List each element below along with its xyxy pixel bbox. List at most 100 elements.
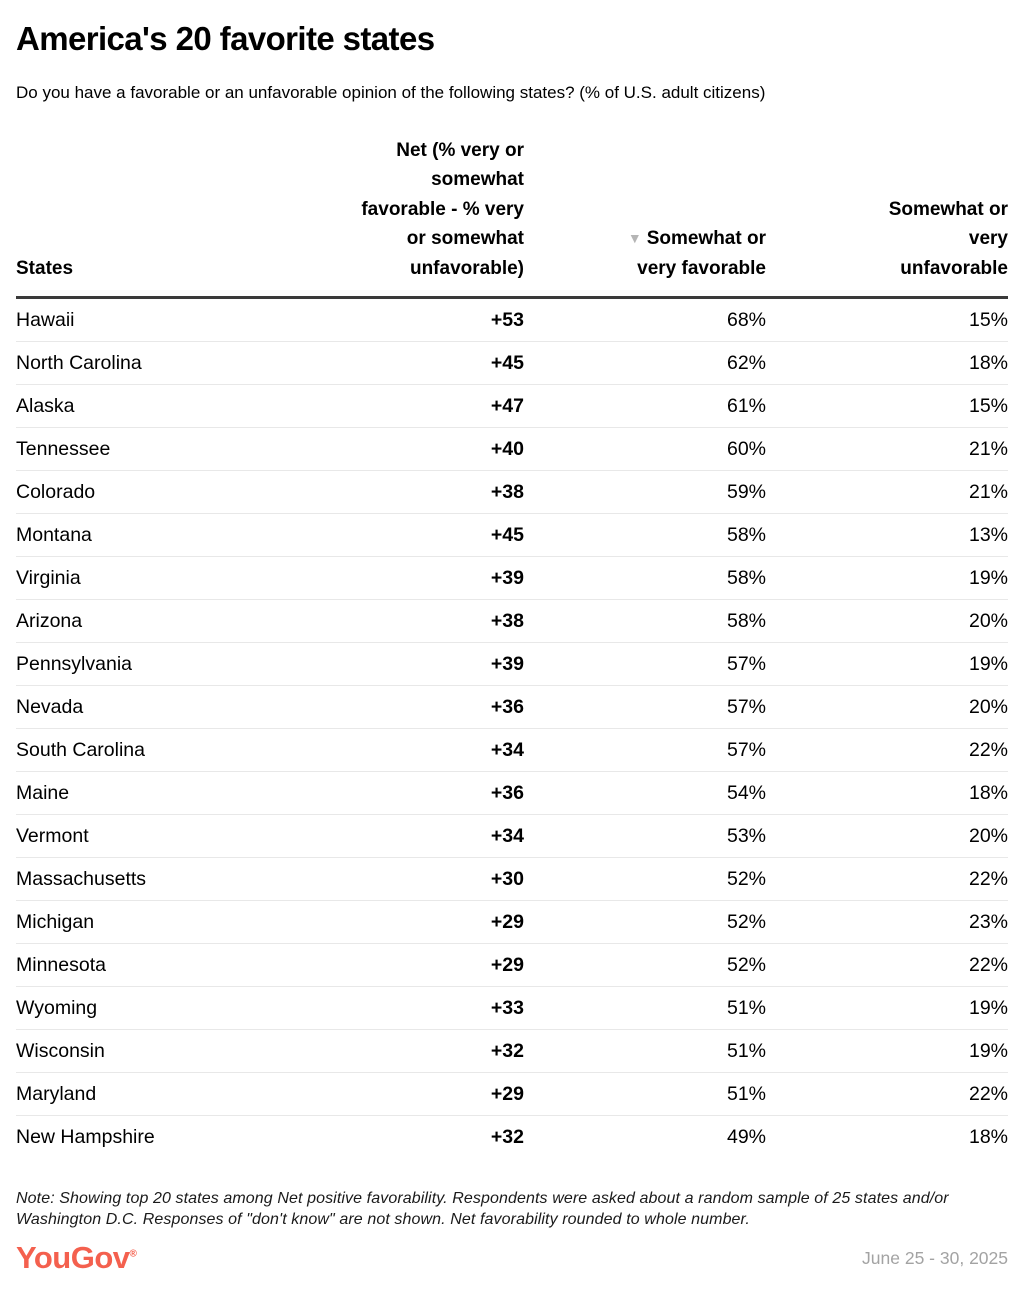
yougov-logo-text: YouGov xyxy=(16,1240,130,1276)
table-row: Colorado +38 59% 21% xyxy=(16,470,1008,514)
column-header-unfavorable[interactable]: Somewhat or very unfavorable xyxy=(766,136,1008,298)
column-header-unfavorable-label: Somewhat or very unfavorable xyxy=(888,198,1008,279)
footnote: Note: Showing top 20 states among Net po… xyxy=(16,1190,949,1229)
net-favorability-cell: +34 xyxy=(286,728,524,772)
unfavorable-percent-cell: 21% xyxy=(766,427,1008,471)
net-favorability-cell: +38 xyxy=(286,470,524,514)
page-subtitle: Do you have a favorable or an unfavorabl… xyxy=(16,82,766,102)
state-name-cell: Minnesota xyxy=(16,943,286,987)
state-name-cell: Nevada xyxy=(16,685,286,729)
net-favorability-cell: +39 xyxy=(286,642,524,686)
state-name-cell: Michigan xyxy=(16,900,286,944)
unfavorable-percent-cell: 18% xyxy=(766,771,1008,815)
table-row: Wisconsin +32 51% 19% xyxy=(16,1029,1008,1073)
favorable-percent-cell: 53% xyxy=(524,814,766,858)
unfavorable-percent-cell: 22% xyxy=(766,1072,1008,1116)
unfavorable-percent-cell: 20% xyxy=(766,599,1008,643)
favorability-table: States Net (% very or somewhat favorable… xyxy=(16,136,1008,1159)
table-row: Montana +45 58% 13% xyxy=(16,513,1008,557)
net-favorability-cell: +36 xyxy=(286,771,524,815)
favorable-percent-cell: 51% xyxy=(524,1072,766,1116)
net-favorability-cell: +40 xyxy=(286,427,524,471)
net-favorability-cell: +30 xyxy=(286,857,524,901)
unfavorable-percent-cell: 22% xyxy=(766,728,1008,772)
state-name-cell: Arizona xyxy=(16,599,286,643)
state-name-cell: Hawaii xyxy=(16,308,75,331)
favorable-percent-cell: 54% xyxy=(524,771,766,815)
column-header-net-label: Net (% very or somewhat favorable - % ve… xyxy=(361,140,524,279)
favorable-percent-cell: 57% xyxy=(524,728,766,772)
unfavorable-percent-cell: 18% xyxy=(766,341,1008,385)
net-favorability-cell: +34 xyxy=(286,814,524,858)
unfavorable-percent-cell: 21% xyxy=(766,470,1008,514)
table-row: Maryland +29 51% 22% xyxy=(16,1072,1008,1116)
net-favorability-cell: +32 xyxy=(286,1029,524,1073)
unfavorable-percent-cell: 15% xyxy=(766,384,1008,428)
favorable-percent-cell: 51% xyxy=(524,986,766,1030)
table-row: New Hampshire +32 49% 18% xyxy=(16,1115,1008,1159)
page-title: America's 20 favorite states xyxy=(16,20,435,57)
net-favorability-cell: +29 xyxy=(286,900,524,944)
unfavorable-percent-cell: 19% xyxy=(766,1029,1008,1073)
state-name-cell: Pennsylvania xyxy=(16,642,286,686)
table-row: South Carolina +34 57% 22% xyxy=(16,728,1008,772)
table-row: Arizona +38 58% 20% xyxy=(16,599,1008,643)
favorable-percent-cell: 60% xyxy=(524,427,766,471)
state-name-cell: Tennessee xyxy=(16,427,286,471)
favorable-percent-cell: 58% xyxy=(524,556,766,600)
column-header-states[interactable]: States xyxy=(16,136,286,298)
favorable-percent-cell: 58% xyxy=(524,599,766,643)
column-header-net[interactable]: Net (% very or somewhat favorable - % ve… xyxy=(286,136,524,298)
net-favorability-cell: +47 xyxy=(286,384,524,428)
unfavorable-percent-cell: 23% xyxy=(766,900,1008,944)
favorable-percent-cell: 49% xyxy=(524,1115,766,1159)
unfavorable-percent-cell: 22% xyxy=(766,857,1008,901)
table-row: Virginia +39 58% 19% xyxy=(16,556,1008,600)
net-favorability-cell: +45 xyxy=(286,513,524,557)
table-row: Wyoming +33 51% 19% xyxy=(16,986,1008,1030)
state-name-cell: South Carolina xyxy=(16,728,286,772)
table-row: North Carolina +45 62% 18% xyxy=(16,341,1008,385)
table-row: Michigan +29 52% 23% xyxy=(16,900,1008,944)
column-header-states-label: States xyxy=(16,257,74,279)
unfavorable-percent-cell: 19% xyxy=(766,556,1008,600)
fieldwork-date-range: June 25 - 30, 2025 xyxy=(862,1248,1008,1269)
net-favorability-cell: +38 xyxy=(286,599,524,643)
table-row: Maine +36 54% 18% xyxy=(16,771,1008,815)
unfavorable-percent-cell: 13% xyxy=(766,513,1008,557)
unfavorable-percent-cell: 18% xyxy=(766,1115,1008,1159)
table-header-row: States Net (% very or somewhat favorable… xyxy=(16,136,1008,298)
column-header-favorable[interactable]: ▼ Somewhat or very favorable xyxy=(524,136,766,298)
table-row: Minnesota +29 52% 22% xyxy=(16,943,1008,987)
net-favorability-cell: +32 xyxy=(286,1115,524,1159)
state-name-cell: North Carolina xyxy=(16,341,286,385)
table-row: Hawaii +53 68% 15% xyxy=(16,298,1008,342)
favorable-percent-cell: 57% xyxy=(524,685,766,729)
favorable-percent-cell: 58% xyxy=(524,513,766,557)
state-name-cell: Alaska xyxy=(16,384,286,428)
unfavorable-percent-cell: 22% xyxy=(766,943,1008,987)
favorable-percent-cell: 62% xyxy=(524,341,766,385)
favorable-percent-cell: 52% xyxy=(524,857,766,901)
column-header-favorable-label: Somewhat or very favorable xyxy=(637,228,766,279)
favorable-percent-cell: 59% xyxy=(524,470,766,514)
unfavorable-percent-cell: 20% xyxy=(766,814,1008,858)
favorable-percent-cell: 52% xyxy=(524,943,766,987)
state-name-cell: Wyoming xyxy=(16,986,286,1030)
favorable-percent-cell: 57% xyxy=(524,642,766,686)
state-name-cell: Wisconsin xyxy=(16,1029,286,1073)
state-name-cell: Montana xyxy=(16,513,286,557)
net-favorability-cell: +39 xyxy=(286,556,524,600)
unfavorable-percent-cell: 19% xyxy=(766,642,1008,686)
yougov-logo: YouGov® xyxy=(16,1238,137,1278)
favorable-percent-cell: 52% xyxy=(524,900,766,944)
state-name-cell: Vermont xyxy=(16,814,286,858)
table-row: Massachusetts +30 52% 22% xyxy=(16,857,1008,901)
favorable-percent-cell: 61% xyxy=(524,384,766,428)
state-name-cell: Maryland xyxy=(16,1072,286,1116)
favorable-percent-cell: 68% xyxy=(726,308,766,331)
footer-bar: YouGov® June 25 - 30, 2025 xyxy=(16,1238,1008,1278)
net-favorability-cell: +36 xyxy=(286,685,524,729)
state-name-cell: Massachusetts xyxy=(16,857,286,901)
